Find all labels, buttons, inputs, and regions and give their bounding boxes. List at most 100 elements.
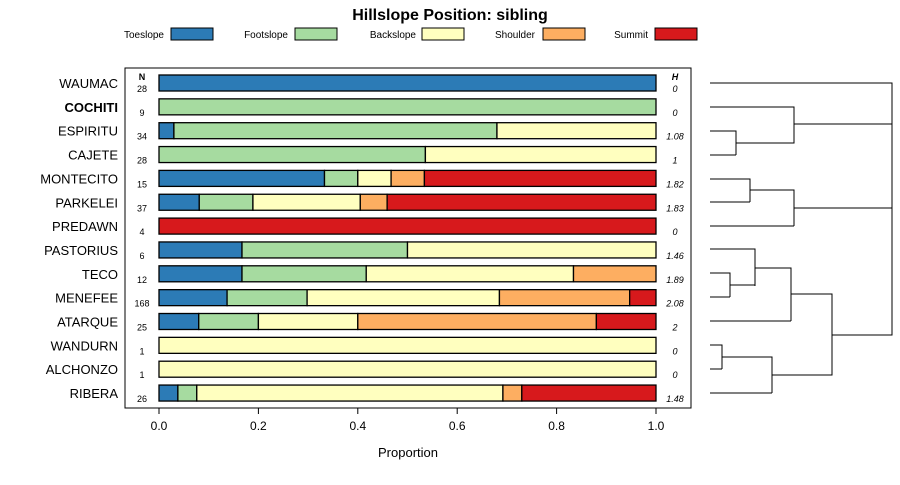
row-n-value: 37 (137, 203, 147, 213)
row-n-value: 34 (137, 132, 147, 142)
bar-segment (423, 169, 657, 188)
dendrogram-branch (791, 293, 833, 364)
row-n-value: 6 (139, 251, 144, 261)
row-n-value: 4 (139, 227, 144, 237)
h-column-header: H (672, 72, 679, 82)
x-axis-label: Proportion (378, 445, 438, 460)
row-h-value: 2.08 (665, 299, 684, 309)
bar-rows: WAUMAC 28 0 COCHITI 9 0 ESPIRITU 34 1.08 CAJETE 28… (40, 74, 684, 404)
bar-segment (158, 122, 175, 140)
row-h-value: 1.08 (666, 132, 684, 142)
row-h-value: 0 (672, 370, 677, 380)
row-h-value: 0 (672, 108, 677, 118)
row-h-value: 1.89 (666, 275, 684, 285)
bar-segment (198, 193, 254, 211)
bar-segment (386, 193, 657, 211)
bar-segment (252, 193, 361, 211)
bar-segment (257, 312, 359, 331)
row-label: TECO (82, 267, 118, 282)
row-n-value: 26 (137, 394, 147, 404)
dendrogram-branch (710, 82, 893, 249)
x-tick-label: 0.2 (250, 419, 267, 433)
bar-segment (357, 169, 392, 188)
dendrogram-branch (750, 189, 795, 226)
bar-segment (158, 145, 427, 164)
legend-label: Backslope (370, 30, 417, 41)
row-label: PASTORIUS (44, 243, 118, 258)
legend-swatch (294, 27, 338, 41)
row-label: ATARQUE (57, 315, 118, 330)
dendrogram-branch (710, 248, 756, 286)
bar-segment (521, 384, 657, 402)
bar-segment (158, 312, 200, 331)
legend-label: Summit (614, 30, 648, 41)
legend: Toeslope Footslope Backslope Shoulder Summit (124, 27, 698, 41)
bar-segment (595, 312, 657, 331)
bar-segment (158, 384, 179, 402)
bar-segment (424, 145, 657, 164)
plot-panel (124, 67, 692, 409)
dendrogram-branch (736, 123, 892, 144)
dendrogram-branch (722, 356, 773, 393)
bar-segment (498, 288, 631, 307)
x-tick-label: 1.0 (648, 419, 665, 433)
bar-segment (158, 169, 326, 188)
bar-segment (196, 384, 504, 402)
bar-segment (158, 241, 243, 259)
row-n-value: 12 (137, 275, 147, 285)
bar-segment (406, 241, 657, 259)
bar-segment (173, 122, 498, 140)
bar-segment (306, 288, 501, 307)
dendrogram-branch (710, 344, 723, 369)
row-h-value: 1.46 (666, 251, 684, 261)
row-n-value: 168 (134, 299, 149, 309)
bar-segment (365, 265, 575, 283)
x-tick-label: 0.0 (151, 419, 168, 433)
dendrogram-branch (710, 178, 751, 202)
row-h-value: 1.48 (666, 394, 684, 404)
bar-segment (198, 312, 260, 331)
bar-segment (177, 384, 198, 402)
row-label: WANDURN (51, 338, 118, 353)
bar-segment (572, 265, 657, 283)
bar-segment (359, 193, 388, 211)
x-axis: 0.0 0.2 0.4 0.6 0.8 1.0 (151, 408, 665, 433)
row-n-value: 1 (139, 346, 144, 356)
bar-segment (241, 265, 367, 283)
bar-segment (502, 384, 523, 402)
bar-segment (158, 217, 657, 235)
bar-segment (158, 360, 657, 378)
dendrogram-branch (730, 267, 792, 321)
row-label: COCHITI (65, 100, 118, 115)
row-label: PREDAWN (52, 219, 118, 234)
row-label: PARKELEI (55, 195, 118, 210)
legend-label: Footslope (244, 30, 288, 41)
bar-segment (357, 312, 598, 331)
x-tick-label: 0.8 (548, 419, 565, 433)
row-h-value: 2 (671, 323, 677, 333)
bar-segment (158, 193, 200, 211)
bar-segment (390, 169, 426, 188)
dendrogram-branch (710, 272, 731, 297)
chart-title: Hillslope Position: sibling (352, 7, 548, 24)
row-n-value: 25 (137, 323, 147, 333)
bar-segment (158, 74, 657, 92)
dendrogram-branch (710, 106, 795, 124)
row-label: CAJETE (68, 148, 118, 163)
bar-segment (158, 288, 228, 307)
row-label: ALCHONZO (46, 362, 118, 377)
bar-segment (226, 288, 308, 307)
row-h-value: 0 (672, 84, 677, 94)
legend-label: Shoulder (495, 30, 536, 41)
legend-swatch (542, 27, 586, 41)
row-n-value: 28 (137, 84, 147, 94)
legend-swatch (421, 27, 465, 41)
x-tick-label: 0.4 (349, 419, 366, 433)
legend-swatch (654, 27, 698, 41)
row-n-value: 28 (137, 156, 147, 166)
dendrogram (710, 82, 893, 394)
row-h-value: 1.82 (666, 179, 684, 189)
bar-segment (158, 265, 243, 283)
row-label: WAUMAC (59, 76, 118, 91)
